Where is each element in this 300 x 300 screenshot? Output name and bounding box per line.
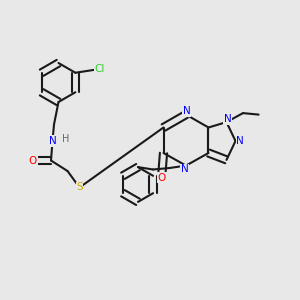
Text: Cl: Cl [95, 64, 105, 74]
Text: N: N [236, 136, 244, 146]
Text: N: N [49, 136, 56, 146]
Text: N: N [224, 114, 232, 124]
Text: N: N [183, 106, 190, 116]
Text: S: S [76, 182, 83, 193]
Text: N: N [181, 164, 188, 174]
Text: H: H [62, 134, 70, 144]
Text: O: O [29, 155, 37, 166]
Text: O: O [158, 173, 166, 183]
